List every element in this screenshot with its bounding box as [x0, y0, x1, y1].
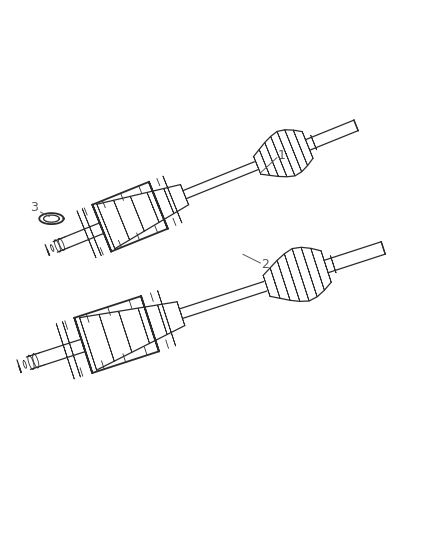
Polygon shape [99, 314, 114, 361]
Polygon shape [141, 296, 159, 351]
Polygon shape [270, 268, 280, 298]
Polygon shape [19, 366, 21, 373]
Text: 2: 2 [261, 258, 268, 271]
Polygon shape [259, 150, 269, 175]
Polygon shape [183, 161, 259, 199]
Polygon shape [92, 205, 111, 252]
Polygon shape [265, 143, 279, 176]
Polygon shape [113, 200, 130, 240]
Polygon shape [119, 311, 132, 352]
Polygon shape [311, 248, 325, 290]
Polygon shape [293, 130, 307, 166]
Polygon shape [177, 302, 185, 326]
Polygon shape [254, 157, 261, 174]
Polygon shape [80, 318, 97, 370]
Polygon shape [97, 204, 115, 249]
Polygon shape [292, 249, 309, 301]
Polygon shape [138, 308, 149, 343]
Polygon shape [50, 245, 54, 252]
Polygon shape [74, 318, 92, 373]
Polygon shape [131, 196, 145, 231]
Polygon shape [321, 251, 331, 282]
Polygon shape [149, 182, 168, 229]
Polygon shape [164, 189, 174, 214]
Polygon shape [47, 250, 49, 255]
Polygon shape [285, 130, 302, 172]
Polygon shape [263, 276, 270, 296]
Polygon shape [354, 120, 358, 131]
Polygon shape [39, 213, 64, 224]
Polygon shape [23, 361, 26, 368]
Polygon shape [284, 254, 300, 301]
Polygon shape [271, 136, 287, 176]
Polygon shape [158, 305, 167, 335]
Polygon shape [277, 132, 295, 176]
Polygon shape [277, 261, 290, 300]
Polygon shape [301, 247, 317, 297]
Polygon shape [180, 184, 189, 205]
Text: 1: 1 [278, 149, 286, 162]
Text: 3: 3 [30, 201, 38, 214]
Polygon shape [44, 215, 59, 222]
Polygon shape [381, 242, 385, 254]
Polygon shape [147, 192, 159, 222]
Polygon shape [180, 281, 268, 318]
Polygon shape [302, 132, 313, 158]
